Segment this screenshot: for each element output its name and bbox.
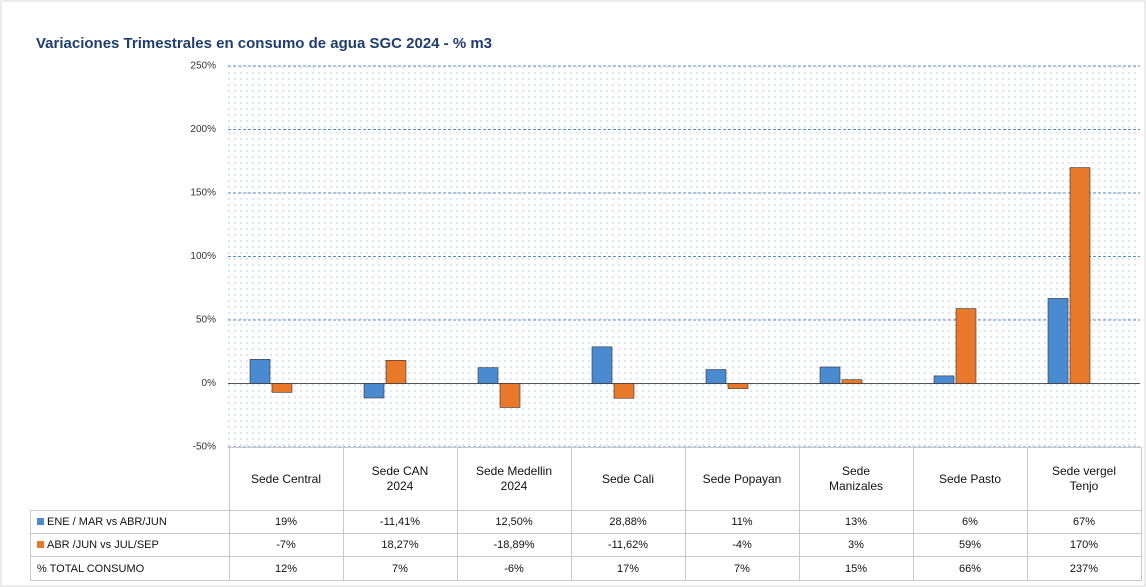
- value-cell: -6%: [456, 556, 572, 581]
- value-cell: 7%: [342, 556, 458, 581]
- value-cell: -7%: [228, 533, 344, 557]
- corner-cell: [30, 447, 230, 511]
- bar: [499, 383, 521, 408]
- category-cell: Sede Central: [228, 447, 344, 511]
- bar: [727, 383, 749, 389]
- bar: [1047, 298, 1069, 384]
- value-cell: 3%: [798, 533, 914, 557]
- x-tick-label: Sede Medellin 2024: [475, 464, 553, 493]
- x-tick-label: Sede Popayan: [702, 471, 782, 486]
- value-cell: 11%: [684, 510, 800, 534]
- value-cell: 15%: [798, 556, 914, 581]
- y-tick-label: 200%: [190, 124, 216, 135]
- bar: [363, 383, 385, 399]
- bar: [591, 346, 613, 384]
- category-cell: Sede Medellin 2024: [456, 447, 572, 511]
- row-label: ABR /JUN vs JUL/SEP: [30, 533, 230, 557]
- table-row: ENE / MAR vs ABR/JUN 19% -11,41% 12,50% 28,8…: [30, 510, 1142, 534]
- value-cell: 59%: [912, 533, 1028, 557]
- x-tick-label: Sede Manizales: [828, 464, 884, 493]
- value-cell: -18,89%: [456, 533, 572, 557]
- category-cell: Sede Pasto: [912, 447, 1028, 511]
- value-cell: 12,50%: [456, 510, 572, 534]
- bar: [249, 359, 271, 384]
- x-tick-label: Sede Central: [250, 471, 322, 486]
- value-cell: 67%: [1026, 510, 1142, 534]
- value-cell: 6%: [912, 510, 1028, 534]
- category-cell: Sede Popayan: [684, 447, 800, 511]
- row-label: ENE / MAR vs ABR/JUN: [30, 510, 230, 534]
- value-cell: -11,41%: [342, 510, 458, 534]
- value-cell: 170%: [1026, 533, 1142, 557]
- row-label: % TOTAL CONSUMO: [30, 556, 230, 581]
- value-cell: 66%: [912, 556, 1028, 581]
- legend-label: ABR /JUN vs JUL/SEP: [47, 539, 159, 551]
- bar: [613, 383, 635, 399]
- value-cell: 19%: [228, 510, 344, 534]
- y-tick-label: -50%: [193, 442, 216, 453]
- legend-label: ENE / MAR vs ABR/JUN: [47, 516, 167, 528]
- bar: [1069, 167, 1091, 384]
- x-tick-label: Sede vergel Tenjo: [1051, 464, 1117, 493]
- chart-title: Variaciones Trimestrales en consumo de a…: [36, 35, 492, 52]
- value-cell: 17%: [570, 556, 686, 581]
- y-tick-label: 0%: [202, 378, 217, 389]
- value-cell: 13%: [798, 510, 914, 534]
- x-tick-label: Sede Pasto: [938, 471, 1002, 486]
- bar: [819, 366, 841, 384]
- value-cell: 7%: [684, 556, 800, 581]
- category-cell: Sede Cali: [570, 447, 686, 511]
- category-cell: Sede CAN 2024: [342, 447, 458, 511]
- value-cell: 237%: [1026, 556, 1142, 581]
- legend-swatch: [37, 541, 44, 548]
- category-cell: Sede vergel Tenjo: [1026, 447, 1142, 511]
- bar: [955, 308, 977, 384]
- x-tick-label: Sede Cali: [601, 471, 655, 486]
- category-cell: Sede Manizales: [798, 447, 914, 511]
- data-table: Sede Central Sede CAN 2024 Sede Medellin 2…: [30, 447, 1142, 581]
- bar: [705, 369, 727, 384]
- y-tick-label: 150%: [190, 188, 216, 199]
- y-tick-label: 100%: [190, 251, 216, 262]
- bar: [477, 367, 499, 384]
- legend-swatch: [37, 518, 44, 525]
- table-row: % TOTAL CONSUMO 12% 7% -6% 17% 7% 15% 66% 237%: [30, 556, 1142, 581]
- bar: [271, 383, 293, 393]
- bar: [385, 359, 407, 384]
- y-tick-label: 50%: [196, 315, 216, 326]
- value-cell: 28,88%: [570, 510, 686, 534]
- header-row: Sede Central Sede CAN 2024 Sede Medellin 2…: [30, 447, 1142, 511]
- bar: [841, 379, 863, 384]
- bar: [933, 375, 955, 384]
- x-tick-label: Sede CAN 2024: [371, 464, 429, 493]
- table-row: ABR /JUN vs JUL/SEP -7% 18,27% -18,89% -11,6…: [30, 533, 1142, 557]
- value-cell: -4%: [684, 533, 800, 557]
- y-tick-label: 250%: [190, 61, 216, 72]
- value-cell: 12%: [228, 556, 344, 581]
- value-cell: -11,62%: [570, 533, 686, 557]
- value-cell: 18,27%: [342, 533, 458, 557]
- row-label-text: % TOTAL CONSUMO: [37, 562, 145, 575]
